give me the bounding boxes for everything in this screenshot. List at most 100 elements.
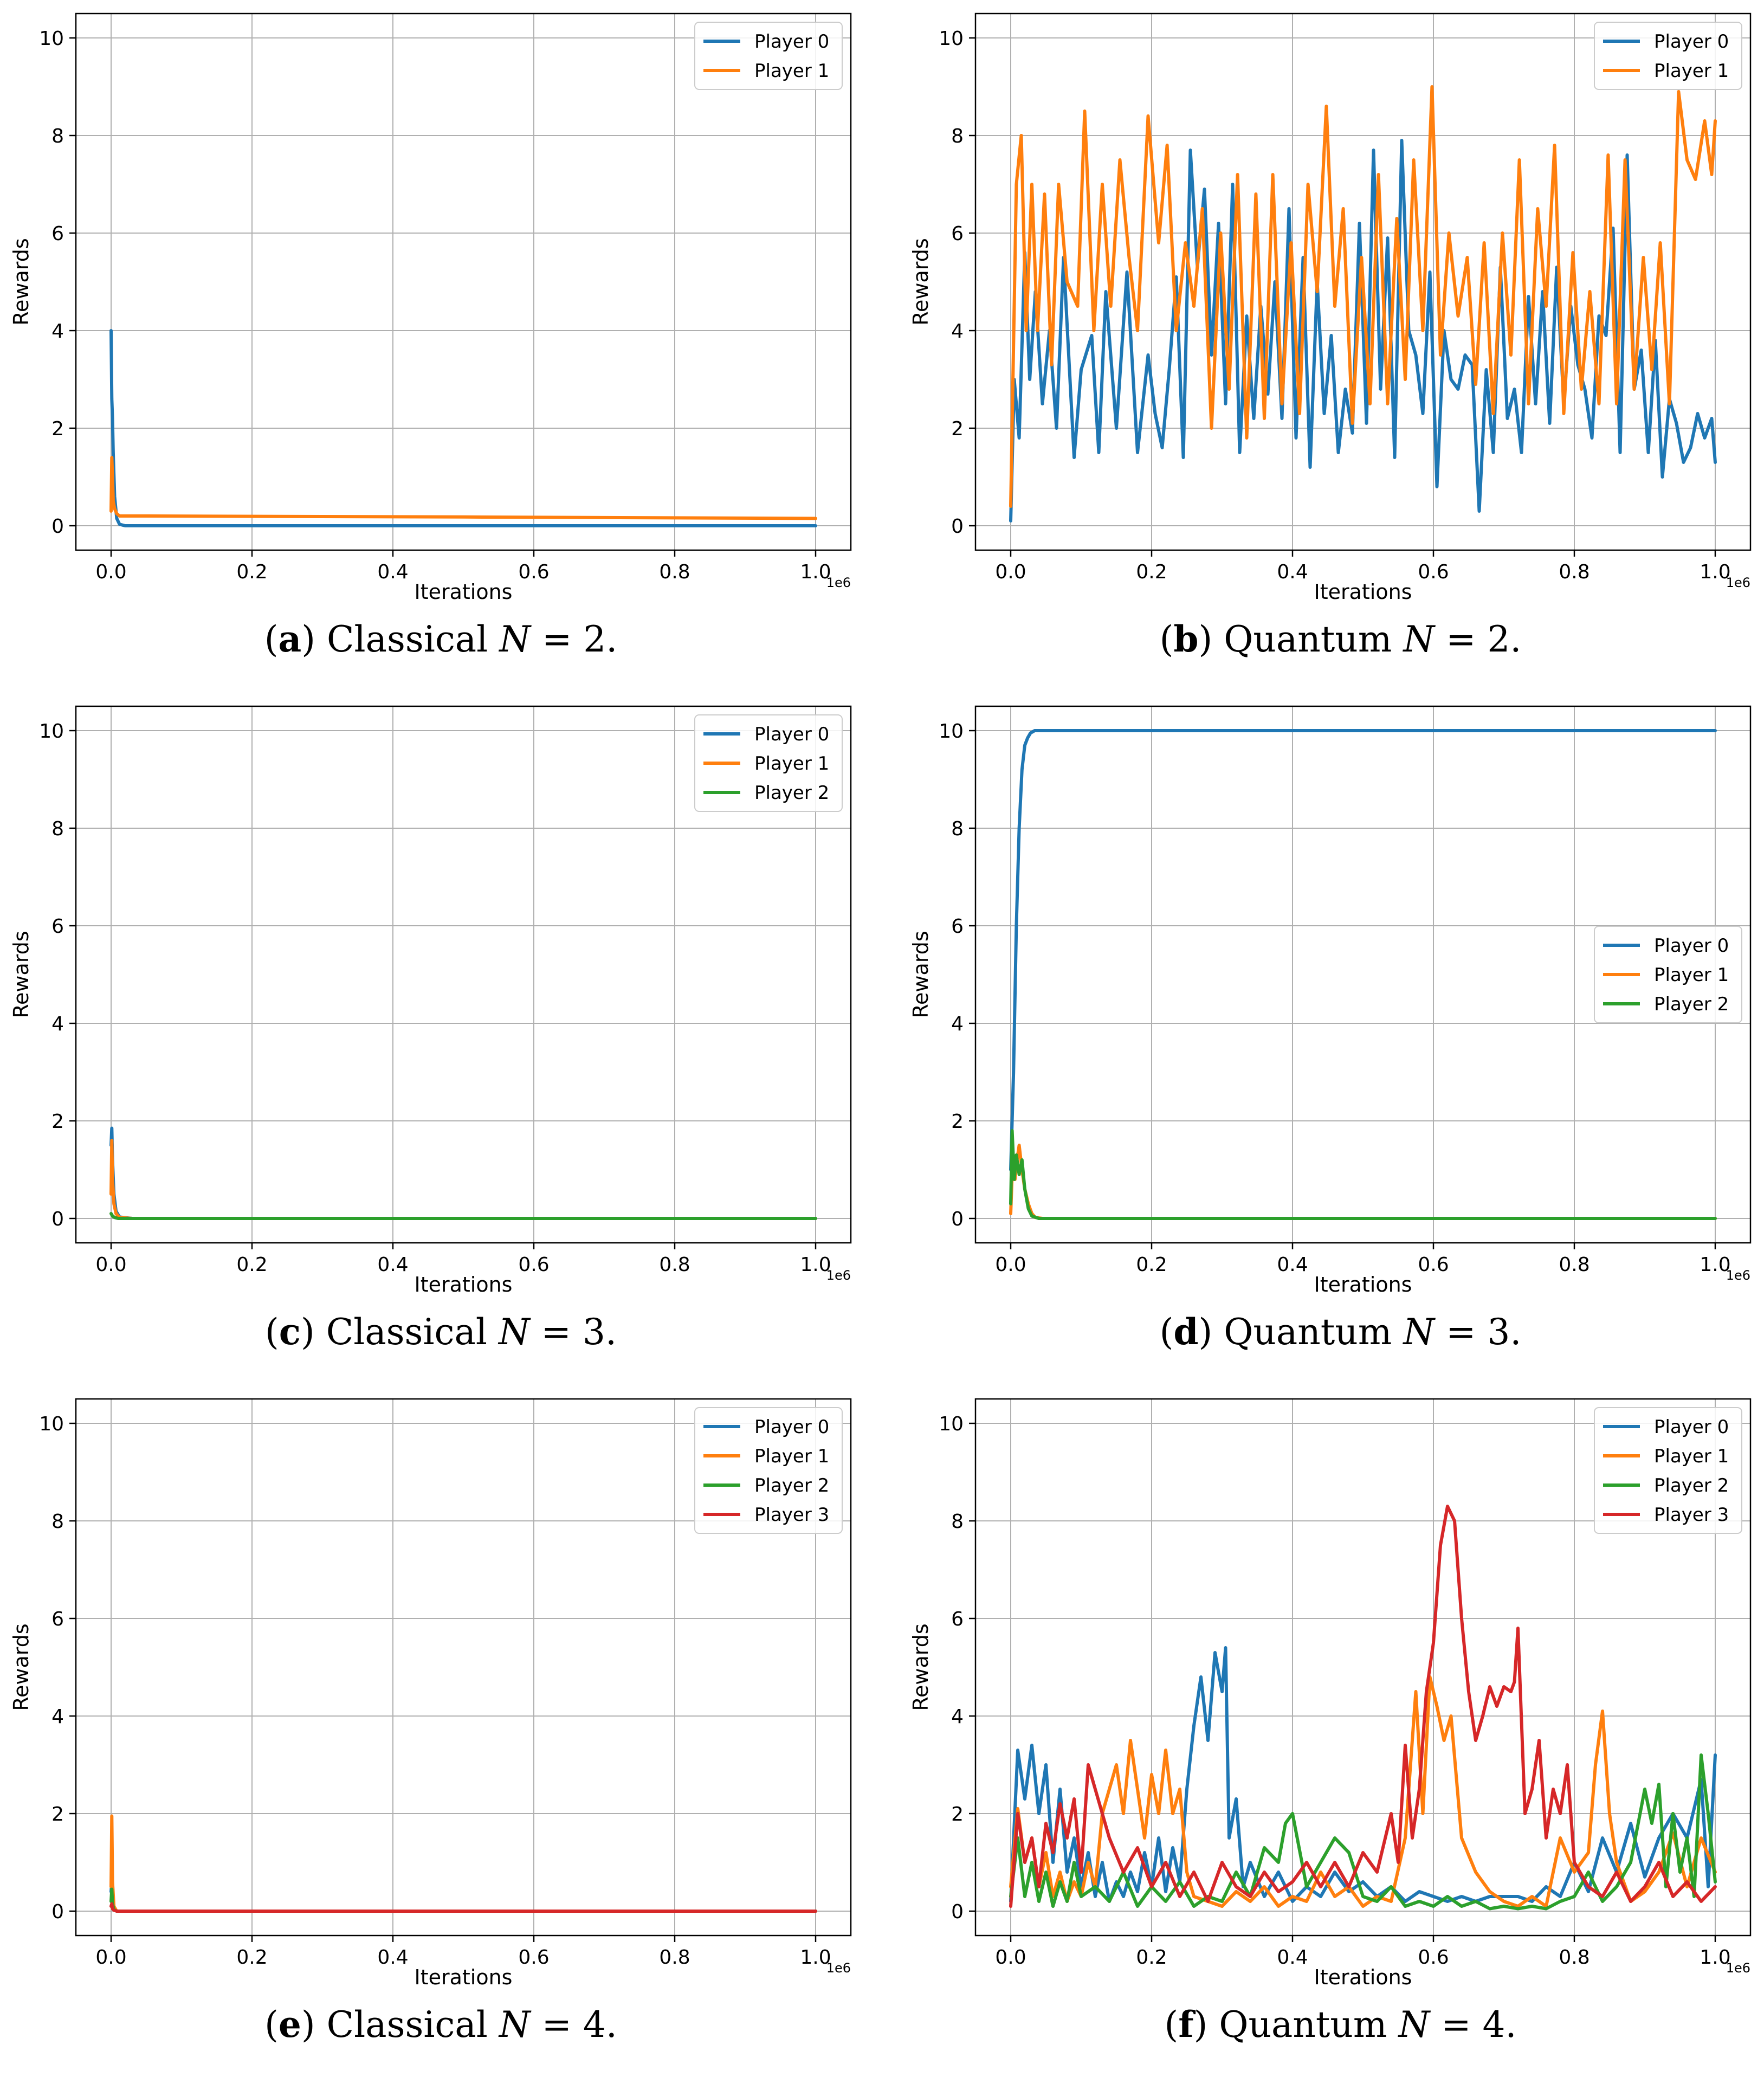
y-axis-label: Rewards <box>909 1623 933 1711</box>
series-line-player-2 <box>109 1887 817 1913</box>
x-tick-label: 1.0 <box>800 1254 831 1276</box>
legend-label: Player 2 <box>754 1475 829 1497</box>
legend-box <box>694 22 843 90</box>
caption-math: N <box>1398 2004 1430 2046</box>
caption-text-before: Quantum <box>1224 1311 1392 1353</box>
x-axis-label: Iterations <box>1314 1273 1412 1296</box>
y-tick-label: 8 <box>51 818 64 840</box>
caption-text-before: Classical <box>326 2004 488 2046</box>
series-line-player-2 <box>109 1212 817 1220</box>
caption-math: N <box>1403 1311 1435 1353</box>
y-tick-label: 4 <box>51 1013 64 1035</box>
y-axis-label: Rewards <box>9 1623 33 1711</box>
x-tick-label: 0.2 <box>1136 1254 1167 1276</box>
x-tick-label: 0.0 <box>995 561 1026 583</box>
y-tick-label: 2 <box>951 1111 964 1133</box>
caption-punctuation: ) <box>301 2004 327 2046</box>
caption-punctuation: ( <box>264 618 279 660</box>
y-tick-label: 6 <box>951 223 964 245</box>
x-tick-label: 0.8 <box>659 1946 690 1969</box>
figure-caption-f: (f) Quantum N = 4. <box>900 2003 1764 2046</box>
y-tick-label: 8 <box>951 1511 964 1533</box>
caption-punctuation <box>530 1311 541 1353</box>
x-tick-label: 1.0 <box>800 1946 831 1969</box>
legend-label: Player 0 <box>754 31 829 53</box>
y-axis-label: Rewards <box>909 238 933 325</box>
figure-caption-e: (e) Classical N = 4. <box>0 2003 882 2046</box>
series-line-player-3 <box>109 1902 817 1913</box>
x-tick-label: 0.2 <box>1136 1946 1167 1969</box>
x-tick-label: 0.4 <box>1277 1946 1308 1969</box>
series-line-player-1 <box>1009 85 1717 508</box>
x-offset-label: 1e6 <box>826 1268 851 1283</box>
x-tick-label: 0.6 <box>1418 1946 1449 1969</box>
series-line-player-0 <box>109 1880 817 1913</box>
caption-punctuation <box>1435 1311 1446 1353</box>
x-axis-label: Iterations <box>415 580 513 604</box>
chart-panel-d: 0.0 0.2 0.4 0.6 0.8 1.0 0 2 4 6 8 10 1e6 Iterations Re… <box>900 693 1764 1384</box>
axes-frame <box>75 705 852 1244</box>
y-tick-label: 4 <box>51 1706 64 1728</box>
x-tick-label: 1.0 <box>1700 1254 1730 1276</box>
caption-punctuation <box>1435 618 1446 660</box>
series-line-player-3 <box>1009 1505 1717 1908</box>
y-tick-label: 10 <box>939 720 964 743</box>
y-tick-label: 8 <box>951 125 964 147</box>
x-tick-label: 0.2 <box>236 1254 267 1276</box>
y-tick-label: 2 <box>951 418 964 440</box>
y-axis-label: Rewards <box>9 238 33 325</box>
x-tick-label: 0.8 <box>1559 1946 1589 1969</box>
y-tick-label: 2 <box>51 1111 64 1133</box>
y-tick-label: 4 <box>951 1013 964 1035</box>
chart-d: 0.0 0.2 0.4 0.6 0.8 1.0 0 2 4 6 8 10 1e6 Iterations Re… <box>909 705 1752 1296</box>
figure-caption-a: (a) Classical N = 2. <box>0 618 882 660</box>
legend: Player 0 Player 1 Player 2 <box>694 714 843 812</box>
y-axis-label: Rewards <box>9 931 33 1018</box>
axes-frame <box>75 1398 852 1937</box>
caption-math: N <box>498 1311 530 1353</box>
caption-punctuation <box>531 618 542 660</box>
axes-frame <box>974 705 1752 1244</box>
legend-label: Player 3 <box>754 1504 829 1526</box>
y-tick-label: 8 <box>951 818 964 840</box>
x-offset-label: 1e6 <box>1726 1960 1750 1976</box>
y-tick-label: 10 <box>939 1413 964 1435</box>
series-line-player-2 <box>1009 1129 1717 1220</box>
legend-label: Player 1 <box>754 753 829 775</box>
x-tick-label: 0.0 <box>95 1254 126 1276</box>
caption-punctuation: ) <box>1193 2004 1219 2046</box>
y-tick-label: 0 <box>951 1208 964 1230</box>
y-tick-label: 2 <box>51 418 64 440</box>
x-axis-label: Iterations <box>1314 580 1412 604</box>
y-tick-label: 6 <box>951 915 964 938</box>
caption-punctuation <box>1430 2004 1441 2046</box>
chart-e: 0.0 0.2 0.4 0.6 0.8 1.0 0 2 4 6 8 10 1e6 Iterations Re… <box>9 1398 852 1989</box>
series-line-player-1 <box>1009 1144 1717 1220</box>
legend-label: Player 1 <box>754 1446 829 1467</box>
x-tick-label: 0.4 <box>377 561 408 583</box>
figure-caption-b: (b) Quantum N = 2. <box>900 618 1764 660</box>
figure-caption-c: (c) Classical N = 3. <box>0 1311 882 1353</box>
caption-text-after: = 3. <box>541 1311 617 1353</box>
x-tick-label: 0.6 <box>518 561 549 583</box>
x-tick-label: 0.6 <box>1418 561 1449 583</box>
y-tick-label: 6 <box>51 1608 64 1630</box>
x-tick-label: 1.0 <box>1700 1946 1730 1969</box>
x-axis-label: Iterations <box>415 1273 513 1296</box>
y-tick-label: 0 <box>51 1208 64 1230</box>
caption-punctuation <box>1392 1311 1403 1353</box>
caption-punctuation <box>488 2004 499 2046</box>
legend-label: Player 2 <box>1654 1475 1729 1497</box>
x-tick-label: 0.6 <box>518 1254 549 1276</box>
series-line-player-1 <box>109 1139 817 1220</box>
x-offset-label: 1e6 <box>1726 575 1750 590</box>
x-tick-label: 0.8 <box>659 561 690 583</box>
figure-caption-d: (d) Quantum N = 3. <box>900 1311 1764 1353</box>
y-tick-label: 8 <box>51 1511 64 1533</box>
legend-label: Player 0 <box>1654 1416 1729 1438</box>
caption-text-before: Classical <box>326 1311 487 1353</box>
legend-label: Player 3 <box>1654 1504 1729 1526</box>
x-tick-label: 0.2 <box>236 1946 267 1969</box>
caption-math: N <box>1403 618 1435 660</box>
caption-text-before: Quantum <box>1224 618 1392 660</box>
